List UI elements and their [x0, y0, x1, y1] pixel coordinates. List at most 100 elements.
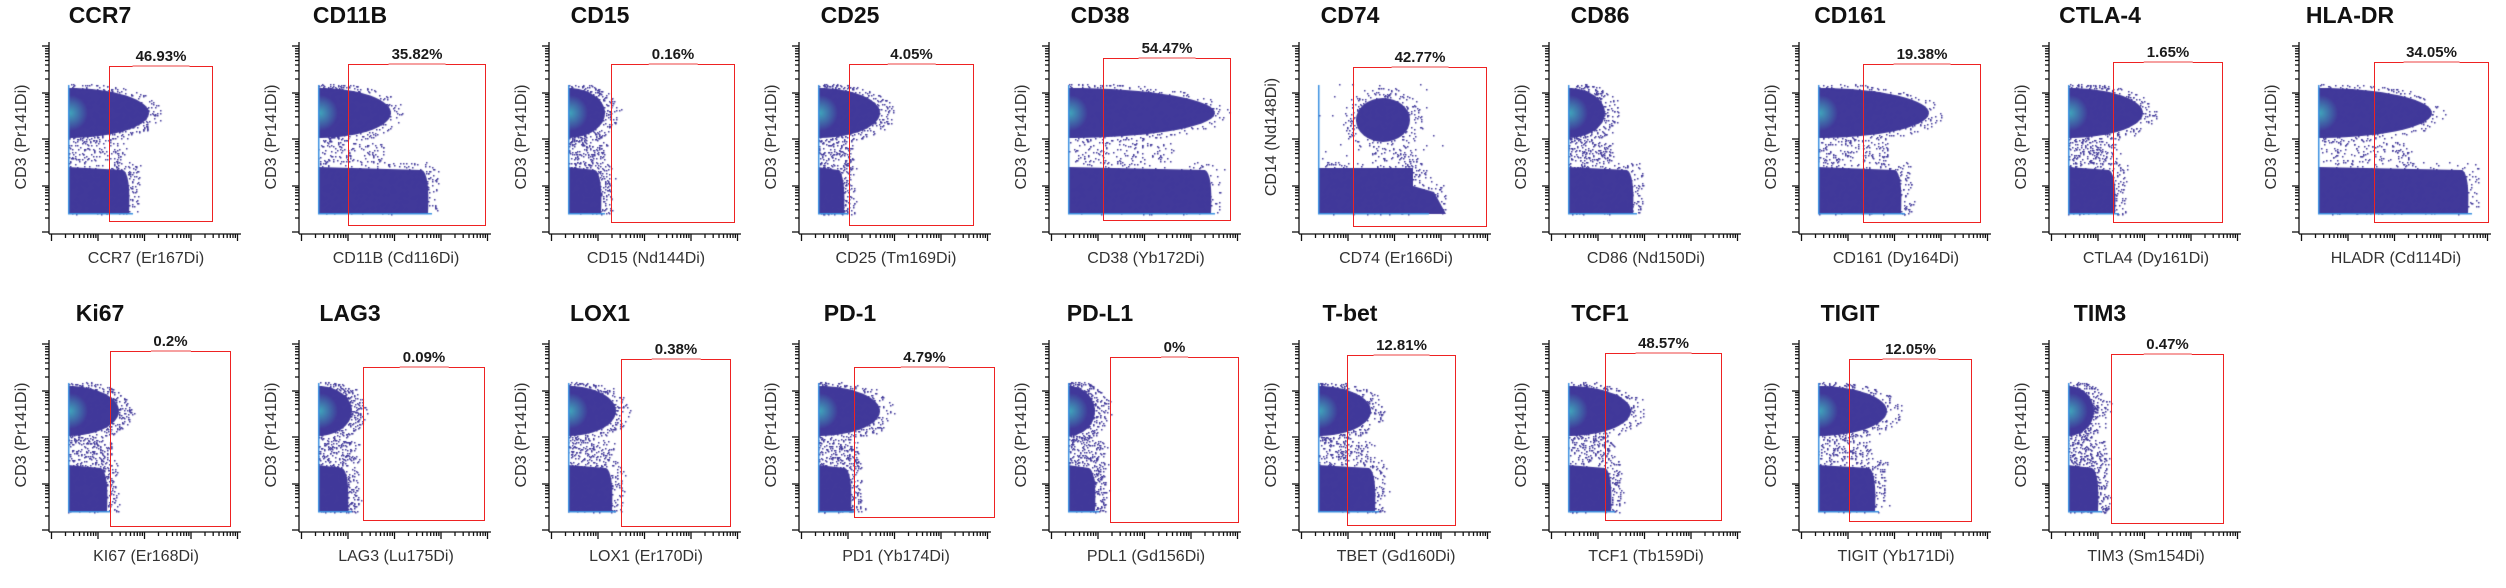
density-scatter — [1549, 42, 1741, 234]
density-scatter — [299, 340, 491, 532]
x-axis-label: CD161 (Dy164Di) — [1832, 250, 1960, 267]
flow-plot-tcf1: TCF1 CD3 (Pr141Di) TCF1 (Tb159Di) 48.57% — [1500, 298, 1750, 588]
x-axis-label: PD1 (Yb174Di) — [842, 548, 950, 565]
y-axis-label: CD3 (Pr141Di) — [1513, 382, 1530, 488]
gate[interactable] — [1347, 355, 1456, 526]
gate[interactable] — [1849, 359, 1972, 522]
gate[interactable] — [849, 64, 974, 226]
density-scatter — [1549, 340, 1741, 532]
gate-percent-label: 12.81% — [1373, 338, 1430, 356]
flow-plot-tigit: TIGIT CD3 (Pr141Di) TIGIT (Yb171Di) 12.0… — [1750, 298, 2000, 588]
density-scatter — [549, 42, 741, 234]
axes — [1042, 42, 1241, 241]
gate[interactable] — [1863, 64, 1981, 223]
gate[interactable] — [2374, 62, 2489, 223]
density-scatter — [1299, 340, 1491, 532]
y-axis-label: CD3 (Pr141Di) — [1013, 84, 1030, 190]
flow-plot-pd-1: PD-1 CD3 (Pr141Di) PD1 (Yb174Di) 4.79% — [750, 298, 1000, 588]
plot-title: TIM3 — [2073, 300, 2127, 326]
axes — [292, 42, 491, 241]
density-scatter — [1299, 42, 1491, 234]
flow-plot-cd86: CD86 CD3 (Pr141Di) CD86 (Nd150Di) — [1500, 0, 1750, 290]
gate[interactable] — [611, 64, 735, 223]
x-axis-label: TCF1 (Tb159Di) — [1588, 548, 1704, 565]
gate[interactable] — [2111, 354, 2224, 524]
x-axis-label: CD86 (Nd150Di) — [1586, 250, 1706, 267]
plot-area: 0.47% — [2042, 337, 2241, 539]
axes — [1792, 340, 1991, 539]
plot-area: 42.77% — [1292, 42, 1491, 241]
y-axis-label: CD3 (Pr141Di) — [1763, 84, 1780, 190]
gate[interactable] — [1103, 58, 1231, 221]
density-scatter — [1799, 340, 1991, 532]
gate-percent-label: 34.05% — [2403, 45, 2460, 63]
plot-title: PD-1 — [823, 300, 877, 326]
axes — [292, 340, 491, 539]
plot-title: LOX1 — [569, 300, 631, 326]
x-axis-label: TBET (Gd160Di) — [1336, 548, 1456, 565]
gate[interactable] — [1110, 357, 1239, 523]
x-axis-label: HLADR (Cd114Di) — [2330, 250, 2462, 267]
flow-plot-cd11b: CD11B CD3 (Pr141Di) CD11B (Cd116Di) 35.8… — [250, 0, 500, 290]
plot-title: CD161 — [1814, 2, 1886, 28]
density-scatter — [1049, 340, 1241, 532]
gate[interactable] — [2113, 62, 2223, 223]
plot-title: PD-L1 — [1066, 300, 1134, 326]
axes — [42, 42, 241, 241]
plot-title: TIGIT — [1820, 300, 1880, 326]
gate[interactable] — [1353, 67, 1487, 227]
gate[interactable] — [363, 367, 485, 521]
x-axis-label: CD11B (Cd116Di) — [332, 250, 460, 267]
gate-percent-label: 35.82% — [388, 47, 446, 65]
gate-percent-label: 0.09% — [399, 350, 449, 368]
gate-percent-label: 46.93% — [132, 49, 190, 67]
plot-title: HLA-DR — [2305, 2, 2395, 28]
plot-title: TCF1 — [1571, 300, 1629, 326]
gate-percent-label: 12.05% — [1882, 342, 1939, 360]
density-scatter — [799, 340, 991, 532]
gate-percent-label: 0.16% — [648, 47, 698, 65]
axes — [542, 340, 741, 539]
plot-title: CD86 — [1570, 2, 1630, 28]
y-axis-label: CD3 (Pr141Di) — [13, 382, 30, 488]
density-scatter — [49, 42, 241, 234]
axes — [42, 340, 241, 539]
gate[interactable] — [621, 359, 731, 527]
plot-area: 0.16% — [542, 42, 741, 241]
gate[interactable] — [109, 66, 213, 222]
gate-percent-label: 48.57% — [1635, 336, 1692, 354]
flow-plot-cd25: CD25 CD3 (Pr141Di) CD25 (Tm169Di) 4.05% — [750, 0, 1000, 290]
flow-plot-tim3: TIM3 CD3 (Pr141Di) TIM3 (Sm154Di) 0.47% — [2000, 298, 2250, 588]
gate[interactable] — [348, 64, 486, 226]
density-scatter — [549, 340, 741, 532]
y-axis-label: CD3 (Pr141Di) — [763, 382, 780, 488]
gate-percent-label: 0.38% — [651, 342, 701, 360]
y-axis-label: CD3 (Pr141Di) — [2013, 382, 2030, 488]
axes — [792, 340, 991, 539]
plot-area: 0.09% — [292, 340, 491, 539]
y-axis-label: CD3 (Pr141Di) — [1263, 382, 1280, 488]
axes — [1792, 42, 1991, 241]
plot-area: 4.05% — [792, 42, 991, 241]
plot-area: 0% — [1042, 340, 1241, 539]
gate[interactable] — [854, 367, 995, 518]
y-axis-label: CD3 (Pr141Di) — [2013, 84, 2030, 190]
gate-percent-label: 54.47% — [1138, 41, 1196, 59]
gate[interactable] — [110, 351, 231, 527]
x-axis-label: CD38 (Yb172Di) — [1087, 250, 1205, 267]
plot-area: 12.81% — [1292, 338, 1491, 539]
density-scatter — [2049, 340, 2241, 532]
density-scatter — [2299, 42, 2491, 234]
x-axis-label: LOX1 (Er170Di) — [589, 548, 703, 565]
flow-plot-pd-l1: PD-L1 CD3 (Pr141Di) PDL1 (Gd156Di) 0% — [1000, 298, 1250, 588]
plot-title: CD25 — [820, 2, 880, 28]
gate[interactable] — [1605, 353, 1722, 521]
density-scatter — [2049, 42, 2241, 234]
gate-percent-label: 19.38% — [1893, 47, 1951, 65]
density-scatter — [49, 340, 241, 532]
y-axis-label: CD3 (Pr141Di) — [263, 84, 280, 190]
density-scatter — [1799, 42, 1991, 234]
axes — [792, 42, 991, 241]
y-axis-label: CD3 (Pr141Di) — [1013, 382, 1030, 488]
x-axis-label: CTLA4 (Dy161Di) — [2082, 250, 2210, 267]
